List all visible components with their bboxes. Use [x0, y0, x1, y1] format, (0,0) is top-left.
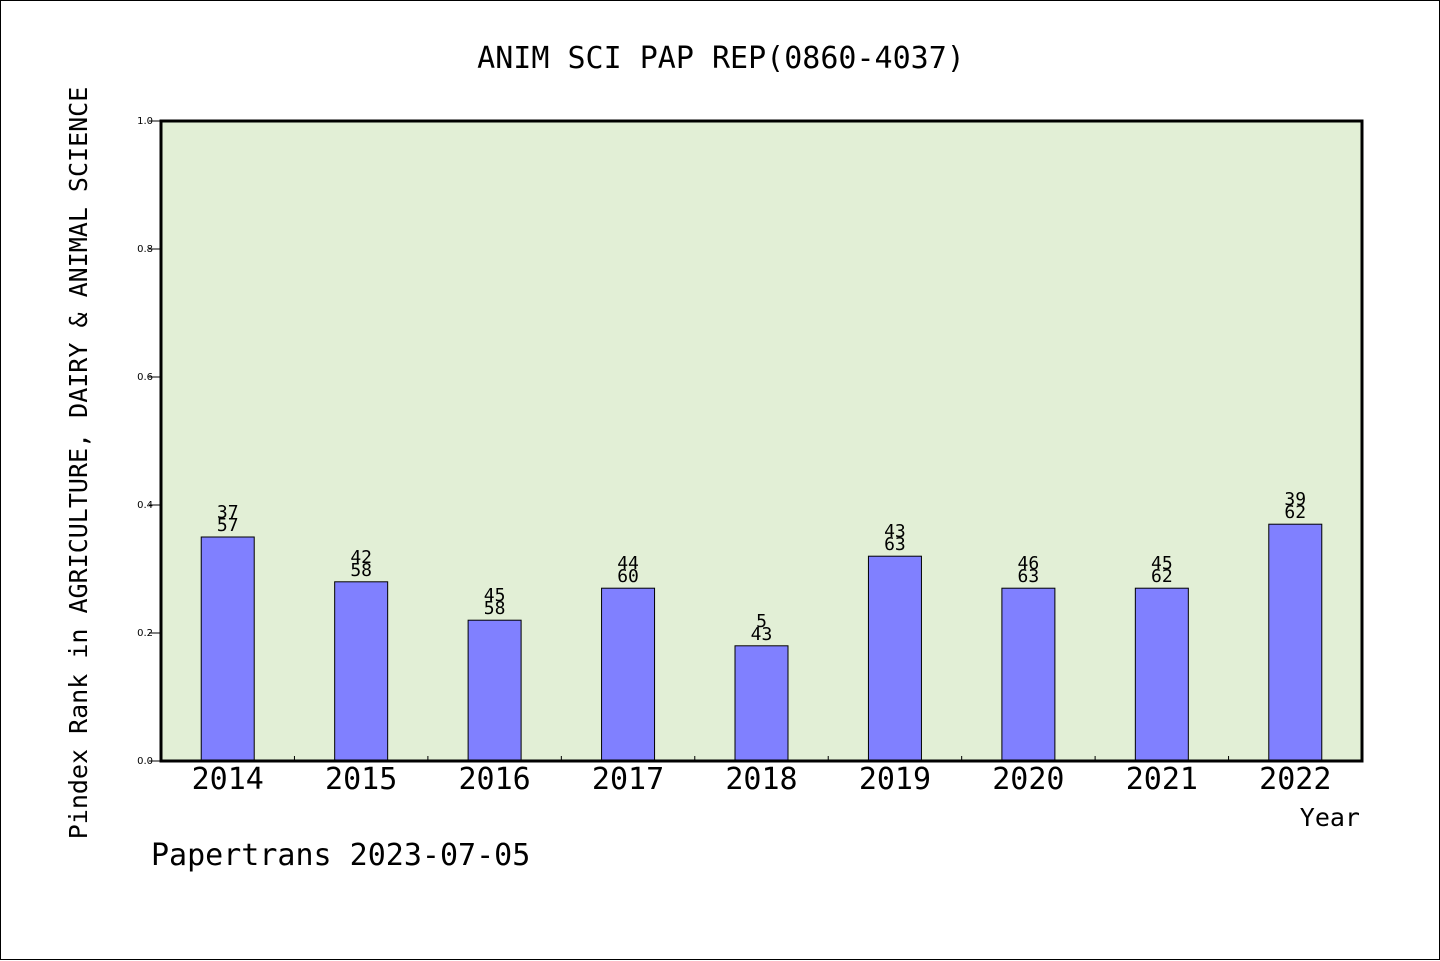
bar-2016 — [467, 619, 522, 762]
total-label-2016: 58 — [484, 598, 506, 619]
x-tick-label-2020: 2020 — [992, 762, 1064, 797]
y-axis-label: Pindex Rank in AGRICULTURE, DAIRY & ANIM… — [64, 87, 93, 840]
y-tick-label: 0.8 — [137, 244, 153, 255]
x-axis-label: Year — [1300, 803, 1360, 832]
total-label-2020: 63 — [1018, 566, 1040, 587]
y-axis: 0.0 0.2 0.4 0.6 0.8 1.0 — [137, 116, 161, 767]
rank-label-2019: 43 — [884, 521, 906, 542]
y-tick-label: 0.4 — [137, 500, 153, 511]
total-label-2019: 63 — [884, 534, 906, 555]
total-label-2014: 57 — [217, 515, 239, 536]
bar-2022 — [1268, 523, 1323, 762]
x-tick-label-2018: 2018 — [725, 762, 797, 797]
bar-2021 — [1134, 587, 1189, 762]
y-tick-label: 0.6 — [137, 372, 153, 383]
footer-credit: Papertrans 2023-07-05 — [151, 838, 530, 873]
rank-label-2014: 37 — [217, 502, 239, 523]
x-tick-label-2014: 2014 — [192, 762, 264, 797]
x-tick-label-2015: 2015 — [325, 762, 397, 797]
rank-label-2017: 44 — [617, 553, 639, 574]
bar-2020 — [1001, 587, 1056, 762]
rank-label-2015: 42 — [350, 547, 372, 568]
total-label-2018: 43 — [751, 624, 773, 645]
bar-2018 — [734, 645, 789, 762]
total-label-2015: 58 — [350, 560, 372, 581]
rank-label-2016: 45 — [484, 585, 506, 606]
rank-label-2018: 5 — [756, 611, 767, 632]
x-axis: 2014 2015 2016 2017 2018 2019 2020 2021 2022 — [192, 756, 1331, 797]
x-tick-label-2016: 2016 — [458, 762, 530, 797]
total-label-2021: 62 — [1151, 566, 1173, 587]
plot-border — [159, 119, 1364, 763]
x-tick-label-2021: 2021 — [1126, 762, 1198, 797]
total-label-2022: 62 — [1284, 502, 1306, 523]
x-tick-label-2017: 2017 — [592, 762, 664, 797]
rank-label-2022: 39 — [1284, 489, 1306, 510]
bars-group — [200, 523, 1323, 762]
total-label-2017: 60 — [617, 566, 639, 587]
rank-label-2020: 46 — [1018, 553, 1040, 574]
bar-2017 — [601, 587, 656, 762]
y-tick-label: 1.0 — [137, 116, 153, 127]
y-tick-label: 0.0 — [137, 756, 153, 767]
rank-label-2021: 45 — [1151, 553, 1173, 574]
bar-2014 — [200, 536, 255, 762]
bar-2015 — [334, 581, 389, 762]
chart-title: ANIM SCI PAP REP(0860-4037) — [477, 41, 965, 76]
x-tick-label-2019: 2019 — [859, 762, 931, 797]
y-tick-label: 0.2 — [137, 628, 153, 639]
x-tick-label-2022: 2022 — [1259, 762, 1331, 797]
bar-2019 — [867, 555, 922, 762]
